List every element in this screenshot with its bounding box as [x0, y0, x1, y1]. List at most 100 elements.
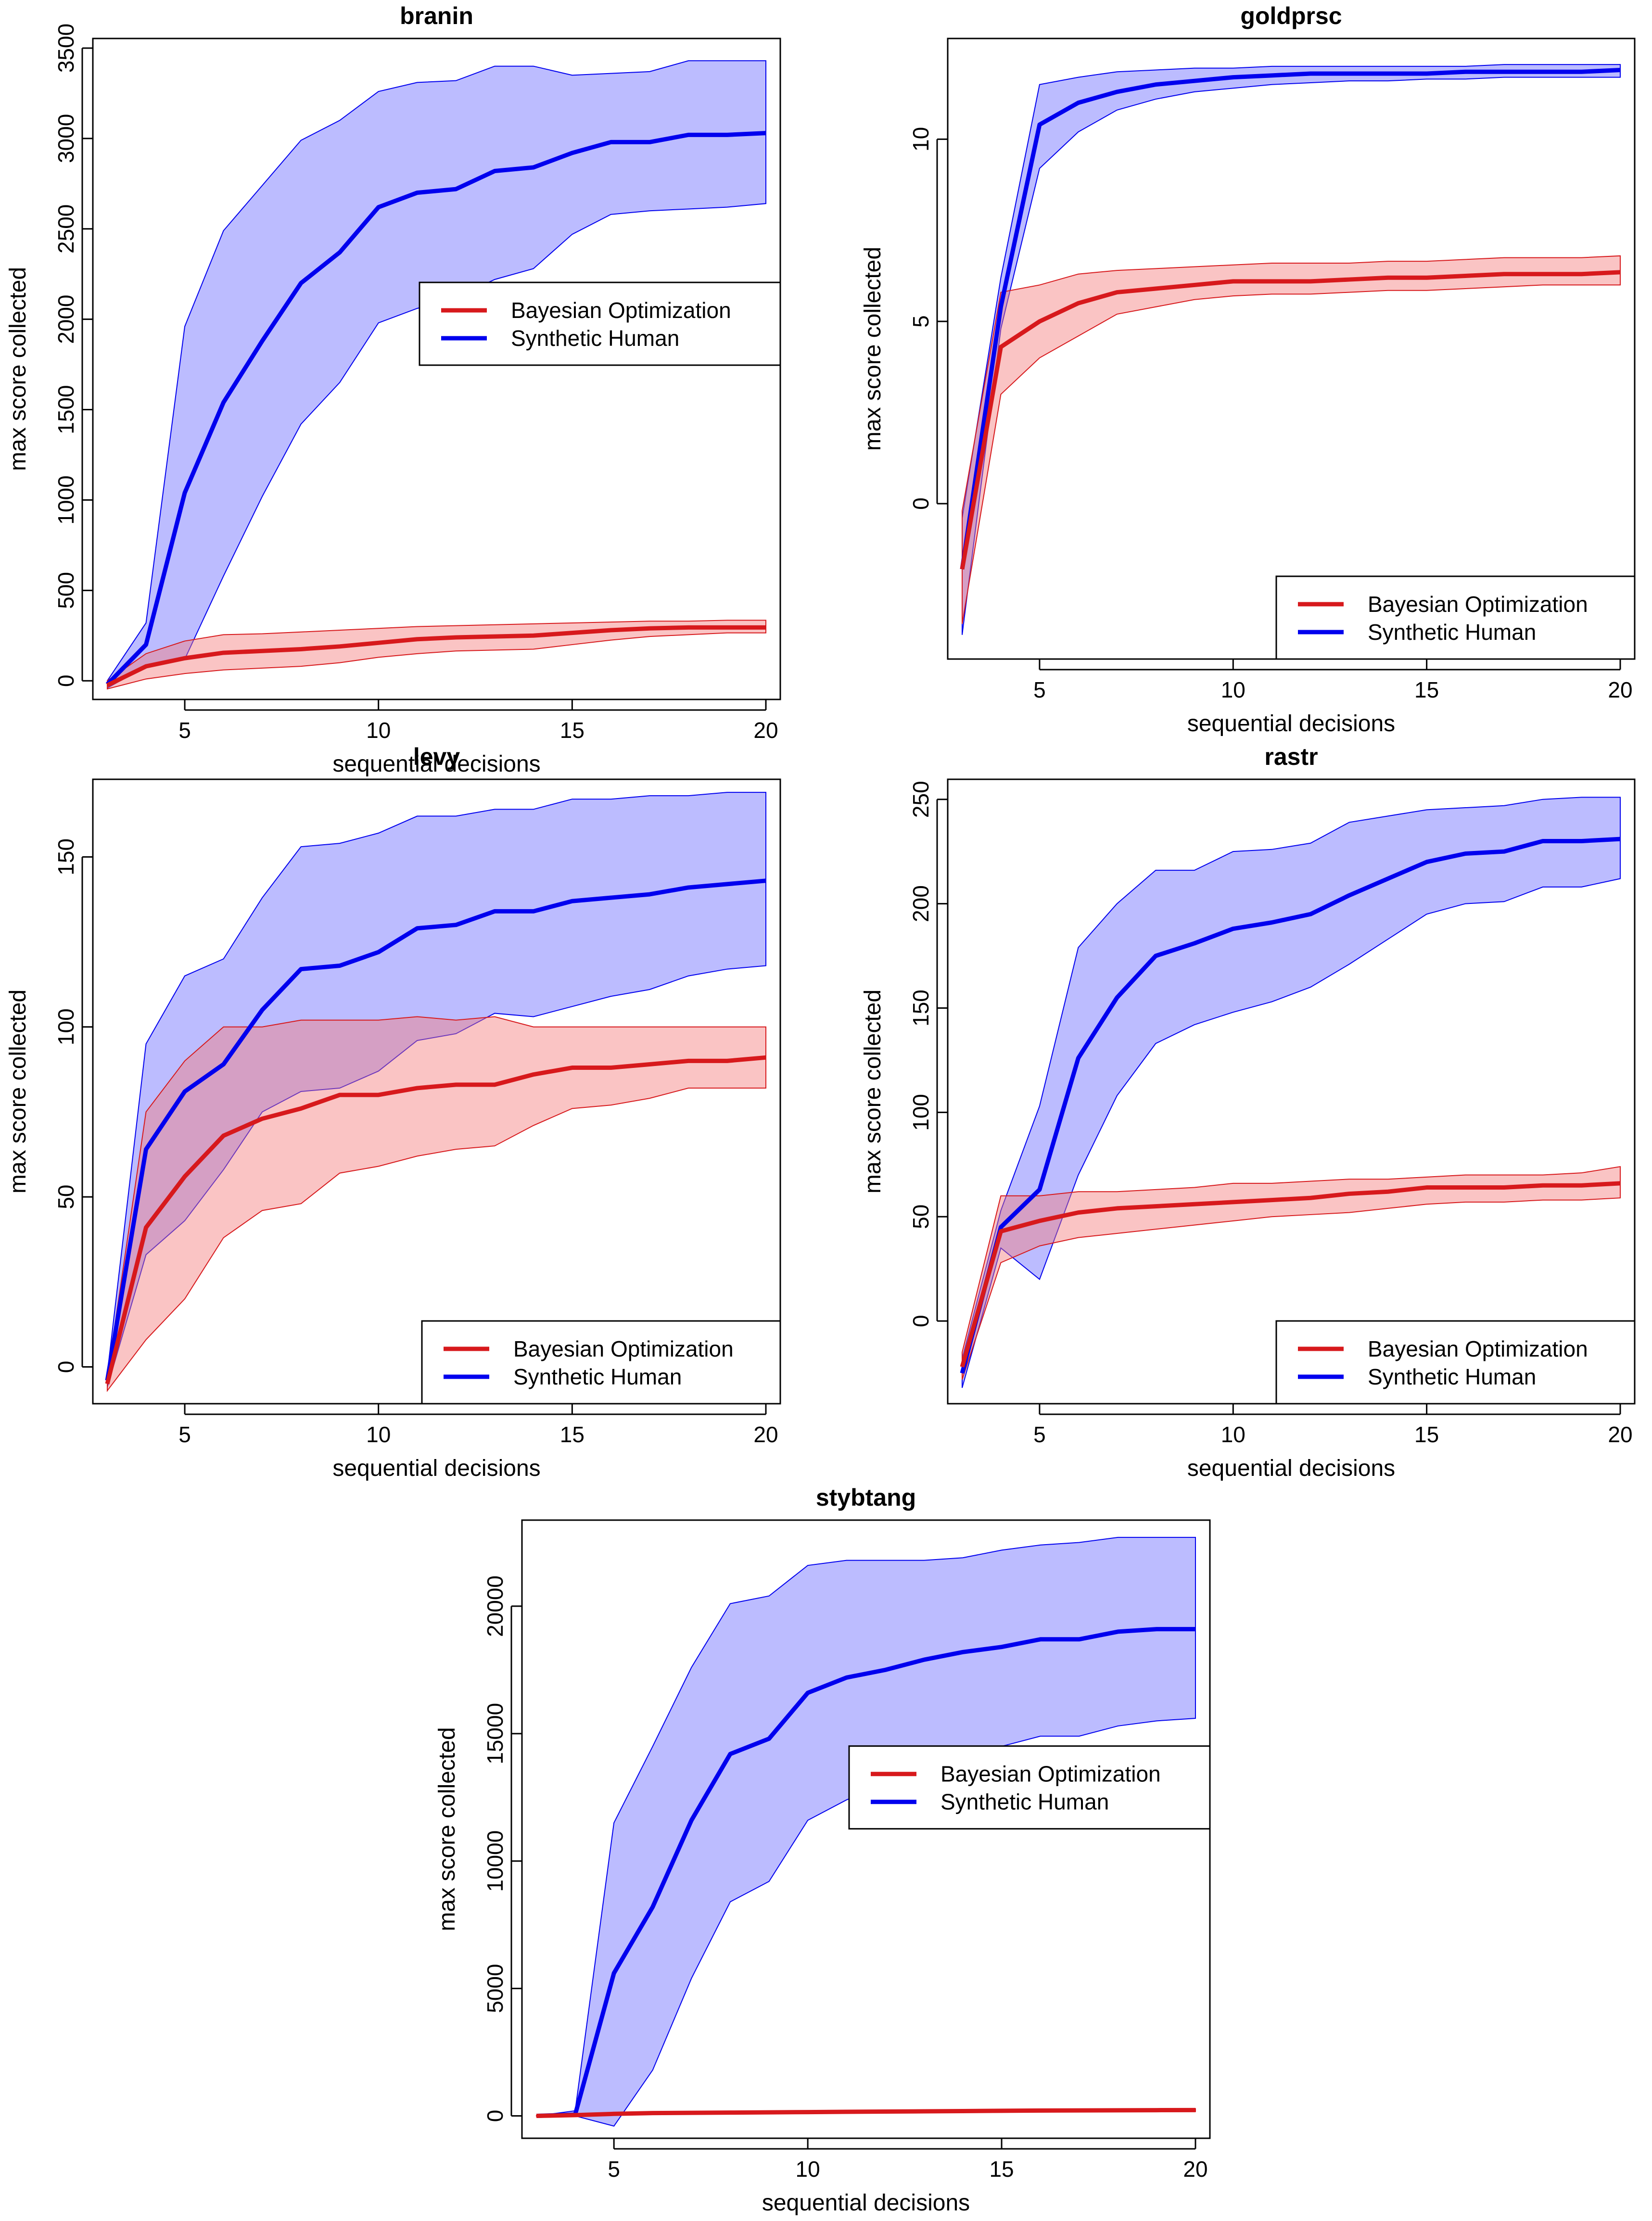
- y-tick-label: 5000: [483, 1964, 508, 2013]
- legend-label: Synthetic Human: [1368, 620, 1536, 645]
- y-tick-label: 500: [53, 572, 78, 609]
- y-tick-label: 2500: [53, 204, 78, 254]
- y-tick-label: 3000: [53, 114, 78, 163]
- y-tick-label: 0: [53, 1361, 78, 1373]
- line-synthetic-human: [536, 1627, 1195, 2119]
- y-tick-label: 0: [908, 1315, 933, 1327]
- line-bayesian-optimization: [960, 270, 1621, 570]
- chart-title: rastr: [1264, 743, 1318, 770]
- x-axis-label: sequential decisions: [762, 2190, 970, 2216]
- band-synthetic-human: [107, 60, 766, 689]
- legend: Bayesian Optimization Synthetic Human: [1275, 1320, 1636, 1405]
- chart-panel-stybtang: 5 10 15 20 0 5000 10000 15000 20000 stybtang seque…: [434, 1484, 1211, 2216]
- x-axis-label: sequential decisions: [1187, 711, 1395, 736]
- y-tick-label: 200: [908, 885, 933, 922]
- y-tick-label: 0: [908, 497, 933, 510]
- legend-label: Synthetic Human: [511, 326, 679, 351]
- band-synthetic-human: [962, 64, 1621, 635]
- y-tick-label: 150: [908, 990, 933, 1027]
- legend-box: [848, 1745, 1211, 1830]
- x-tick-label: 10: [366, 1422, 391, 1447]
- x-tick-label: 15: [1414, 1422, 1439, 1447]
- x-axis-label: sequential decisions: [1187, 1456, 1395, 1481]
- x-tick-label: 10: [366, 718, 391, 743]
- y-tick-label: 250: [908, 781, 933, 818]
- x-tick-label: 10: [1221, 677, 1245, 702]
- y-axis-label: max score collected: [5, 990, 31, 1193]
- legend-label: Bayesian Optimization: [511, 298, 731, 323]
- line-bayesian-optimization: [105, 1055, 766, 1384]
- chart-panel-goldprsc: 5 10 15 20 0 5 10 goldprsc sequential decisions m…: [860, 2, 1636, 736]
- x-axis-label: sequential decisions: [332, 751, 540, 777]
- x-tick-label: 20: [1608, 1422, 1632, 1447]
- x-tick-label: 20: [1608, 677, 1632, 702]
- y-axis-label: max score collected: [860, 247, 886, 451]
- chart-title: goldprsc: [1240, 2, 1342, 29]
- line-synthetic-human: [960, 67, 1621, 570]
- chart-panel-branin: 5 10 15 20 0 500 1000 1500 2000 2500 3000 3500 brani…: [5, 2, 781, 777]
- chart-title: levy: [413, 743, 460, 770]
- x-tick-label: 5: [178, 718, 191, 743]
- y-tick-label: 0: [483, 2110, 508, 2122]
- line-bayesian-optimization: [536, 2107, 1196, 2119]
- x-tick-label: 15: [989, 2157, 1014, 2182]
- y-tick-label: 150: [53, 838, 78, 876]
- y-tick-label: 0: [53, 674, 78, 687]
- chart-title: stybtang: [816, 1484, 916, 1511]
- legend-label: Bayesian Optimization: [940, 1762, 1161, 1787]
- y-tick-label: 50: [908, 1205, 933, 1229]
- y-tick-label: 2000: [53, 294, 78, 343]
- y-tick-label: 3500: [53, 24, 78, 73]
- y-tick-label: 5: [908, 315, 933, 328]
- x-tick-label: 15: [560, 1422, 585, 1447]
- plot-frame: [92, 38, 781, 700]
- legend-label: Bayesian Optimization: [1368, 1336, 1588, 1361]
- x-tick-label: 15: [560, 718, 585, 743]
- band-synthetic-human: [107, 792, 766, 1388]
- legend-label: Synthetic Human: [513, 1364, 682, 1389]
- x-tick-label: 5: [1033, 677, 1046, 702]
- y-tick-label: 15000: [483, 1703, 508, 1764]
- x-tick-label: 5: [608, 2157, 620, 2182]
- legend: Bayesian Optimization Synthetic Human: [419, 281, 781, 366]
- y-tick-label: 1000: [53, 475, 78, 524]
- y-axis-label: max score collected: [860, 990, 886, 1193]
- x-tick-label: 20: [753, 718, 778, 743]
- band-bayesian-optimization: [962, 1166, 1621, 1380]
- y-tick-label: 20000: [483, 1575, 508, 1637]
- x-tick-label: 10: [1221, 1422, 1245, 1447]
- y-tick-label: 100: [908, 1094, 933, 1131]
- line-synthetic-human: [105, 131, 766, 686]
- legend-label: Synthetic Human: [940, 1789, 1109, 1815]
- legend: Bayesian Optimization Synthetic Human: [1275, 575, 1636, 660]
- y-tick-label: 1500: [53, 385, 78, 434]
- band-bayesian-optimization: [962, 255, 1621, 624]
- band-bayesian-optimization: [107, 1016, 766, 1392]
- band-synthetic-human: [536, 1536, 1196, 2127]
- legend-box: [1275, 1320, 1636, 1405]
- y-axis-label: max score collected: [434, 1727, 460, 1931]
- x-tick-label: 5: [1033, 1422, 1046, 1447]
- x-tick-label: 5: [178, 1422, 191, 1447]
- legend-label: Synthetic Human: [1368, 1364, 1536, 1389]
- y-axis-label: max score collected: [5, 267, 31, 471]
- legend-box: [421, 1320, 781, 1405]
- legend-label: Bayesian Optimization: [1368, 592, 1588, 617]
- y-tick-label: 10: [908, 127, 933, 152]
- y-tick-label: 10000: [483, 1830, 508, 1892]
- y-tick-label: 100: [53, 1008, 78, 1045]
- x-tick-label: 15: [1414, 677, 1439, 702]
- x-tick-label: 20: [753, 1422, 778, 1447]
- line-bayesian-optimization: [960, 1181, 1621, 1368]
- band-bayesian-optimization: [107, 620, 766, 690]
- legend-box: [1275, 575, 1636, 660]
- y-tick-label: 50: [53, 1185, 78, 1209]
- legend-label: Bayesian Optimization: [513, 1336, 734, 1361]
- legend-box: [419, 281, 781, 366]
- band-synthetic-human: [962, 797, 1621, 1388]
- line-synthetic-human: [105, 878, 766, 1381]
